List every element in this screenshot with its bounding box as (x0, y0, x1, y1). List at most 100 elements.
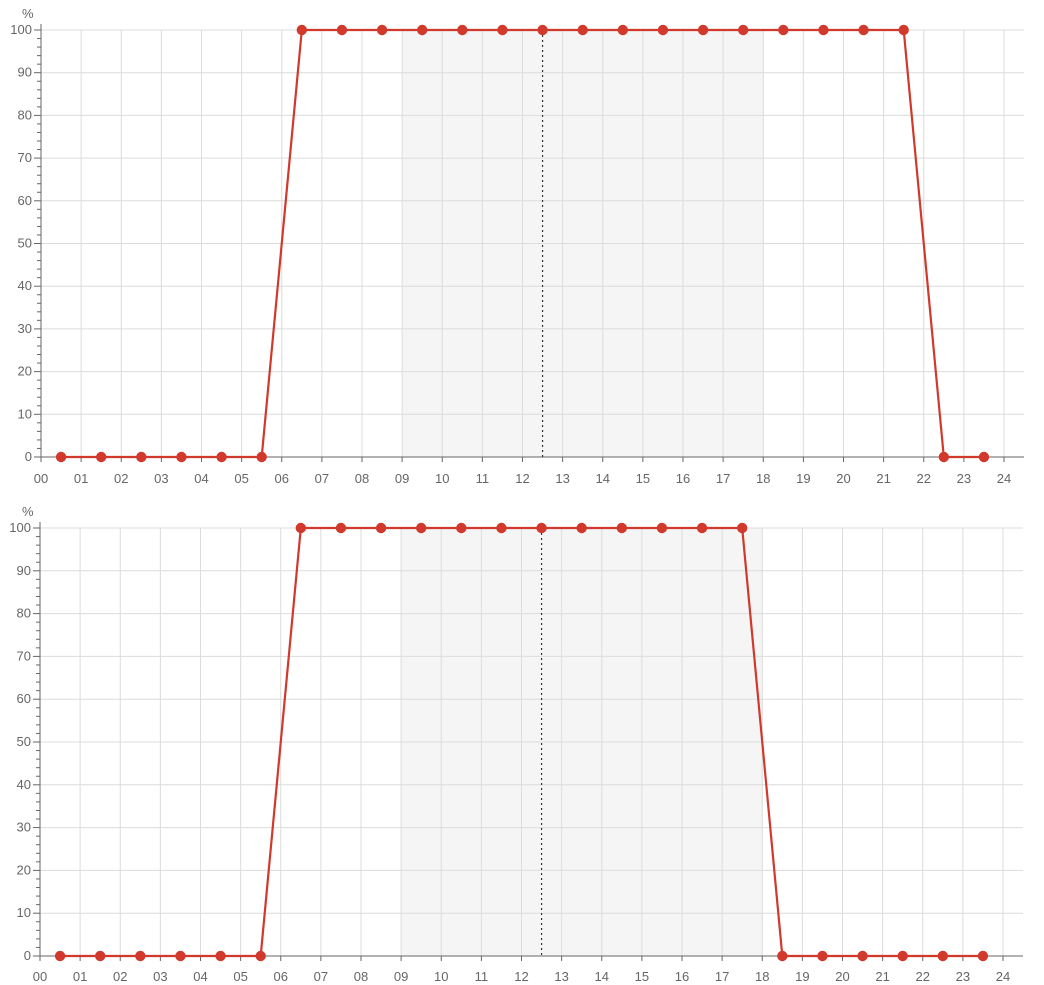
data-point[interactable] (577, 24, 588, 36)
x-tick-label: 02 (113, 969, 127, 984)
data-point[interactable] (818, 24, 829, 36)
data-point[interactable] (376, 24, 388, 36)
x-tick-label: 04 (193, 969, 207, 984)
x-tick-label: 01 (74, 471, 88, 486)
x-tick-label: 00 (33, 969, 47, 984)
data-point[interactable] (496, 522, 507, 534)
data-point[interactable] (296, 24, 308, 36)
data-point[interactable] (55, 451, 67, 463)
x-tick-label: 07 (315, 471, 329, 486)
data-point[interactable] (94, 950, 106, 962)
data-point[interactable] (95, 451, 107, 463)
data-point[interactable] (335, 522, 347, 534)
data-point[interactable] (937, 950, 949, 962)
x-tick-label: 18 (755, 969, 769, 984)
data-point[interactable] (215, 950, 226, 962)
x-tick-label: 05 (233, 969, 247, 984)
y-tick-label: 70 (18, 150, 32, 165)
x-tick-label: 13 (555, 471, 569, 486)
data-point[interactable] (696, 522, 708, 534)
data-point[interactable] (736, 522, 748, 534)
x-tick-label: 15 (636, 471, 650, 486)
x-tick-label: 00 (34, 471, 48, 486)
data-point[interactable] (415, 522, 427, 534)
data-point[interactable] (576, 522, 587, 534)
data-point[interactable] (938, 451, 950, 463)
data-point[interactable] (54, 950, 66, 962)
data-point[interactable] (135, 950, 146, 962)
data-point[interactable] (617, 24, 629, 36)
y-axis-unit-label: % (22, 6, 34, 21)
data-point[interactable] (858, 24, 869, 36)
data-point[interactable] (857, 950, 868, 962)
y-tick-label: 50 (17, 734, 31, 749)
data-point[interactable] (537, 24, 548, 36)
x-tick-label: 03 (154, 471, 168, 486)
data-point[interactable] (136, 451, 147, 463)
data-point[interactable] (456, 522, 467, 534)
data-point[interactable] (536, 522, 547, 534)
data-point[interactable] (778, 24, 789, 36)
x-tick-label: 11 (475, 969, 489, 984)
data-point[interactable] (256, 451, 267, 463)
data-point[interactable] (497, 24, 508, 36)
x-tick-label: 23 (956, 969, 970, 984)
x-tick-label: 23 (957, 471, 971, 486)
data-point[interactable] (817, 950, 828, 962)
data-point[interactable] (657, 24, 669, 36)
x-tick-label: 12 (514, 969, 528, 984)
data-point[interactable] (978, 451, 990, 463)
x-tick-label: 22 (916, 969, 930, 984)
y-tick-label: 0 (24, 948, 31, 963)
x-tick-label: 16 (675, 969, 689, 984)
x-tick-label: 14 (596, 471, 610, 486)
x-tick-label: 02 (114, 471, 128, 486)
x-tick-label: 19 (795, 969, 809, 984)
x-tick-label: 06 (275, 471, 289, 486)
x-tick-label: 09 (394, 969, 408, 984)
chart-2: 00 01 02 03 04 05 06 07 08 09 10 11 12 13 14 15 16 17 18 19… (9, 504, 1023, 984)
y-tick-label: 0 (25, 449, 32, 464)
y-tick-label: 20 (17, 862, 31, 877)
data-point[interactable] (336, 24, 348, 36)
data-point[interactable] (777, 950, 788, 962)
y-tick-label: 80 (17, 606, 31, 621)
y-tick-label: 60 (18, 193, 32, 208)
data-point[interactable] (176, 451, 187, 463)
y-tick-label: 10 (17, 905, 31, 920)
y-tick-label: 90 (18, 65, 32, 80)
x-tick-label: 06 (274, 969, 288, 984)
data-point[interactable] (898, 24, 909, 36)
x-tick-label: 07 (314, 969, 328, 984)
x-tick-label: 18 (756, 471, 770, 486)
y-tick-label: 40 (18, 278, 32, 293)
x-tick-label: 16 (676, 471, 690, 486)
y-tick-label: 60 (17, 691, 31, 706)
data-point[interactable] (737, 24, 749, 36)
data-point[interactable] (656, 522, 668, 534)
y-tick-label: 50 (18, 236, 32, 251)
data-point[interactable] (255, 950, 266, 962)
data-point[interactable] (175, 950, 186, 962)
data-point[interactable] (416, 24, 428, 36)
series-line (60, 526, 983, 958)
data-point[interactable] (216, 451, 227, 463)
y-tick-label: 20 (18, 364, 32, 379)
data-point[interactable] (457, 24, 468, 36)
x-tick-label: 21 (875, 969, 889, 984)
data-point[interactable] (897, 950, 908, 962)
y-axis-unit-label: % (22, 504, 34, 519)
data-point[interactable] (616, 522, 628, 534)
y-tick-label: 90 (17, 563, 31, 578)
data-point[interactable] (977, 950, 989, 962)
x-tick-label: 14 (595, 969, 609, 984)
x-tick-label: 13 (554, 969, 568, 984)
x-tick-label: 08 (355, 471, 369, 486)
x-tick-label: 04 (194, 471, 208, 486)
x-tick-label: 03 (153, 969, 167, 984)
data-point[interactable] (375, 522, 387, 534)
x-tick-label: 08 (354, 969, 368, 984)
data-point[interactable] (697, 24, 709, 36)
data-point[interactable] (295, 522, 307, 534)
x-tick-label: 01 (73, 969, 87, 984)
